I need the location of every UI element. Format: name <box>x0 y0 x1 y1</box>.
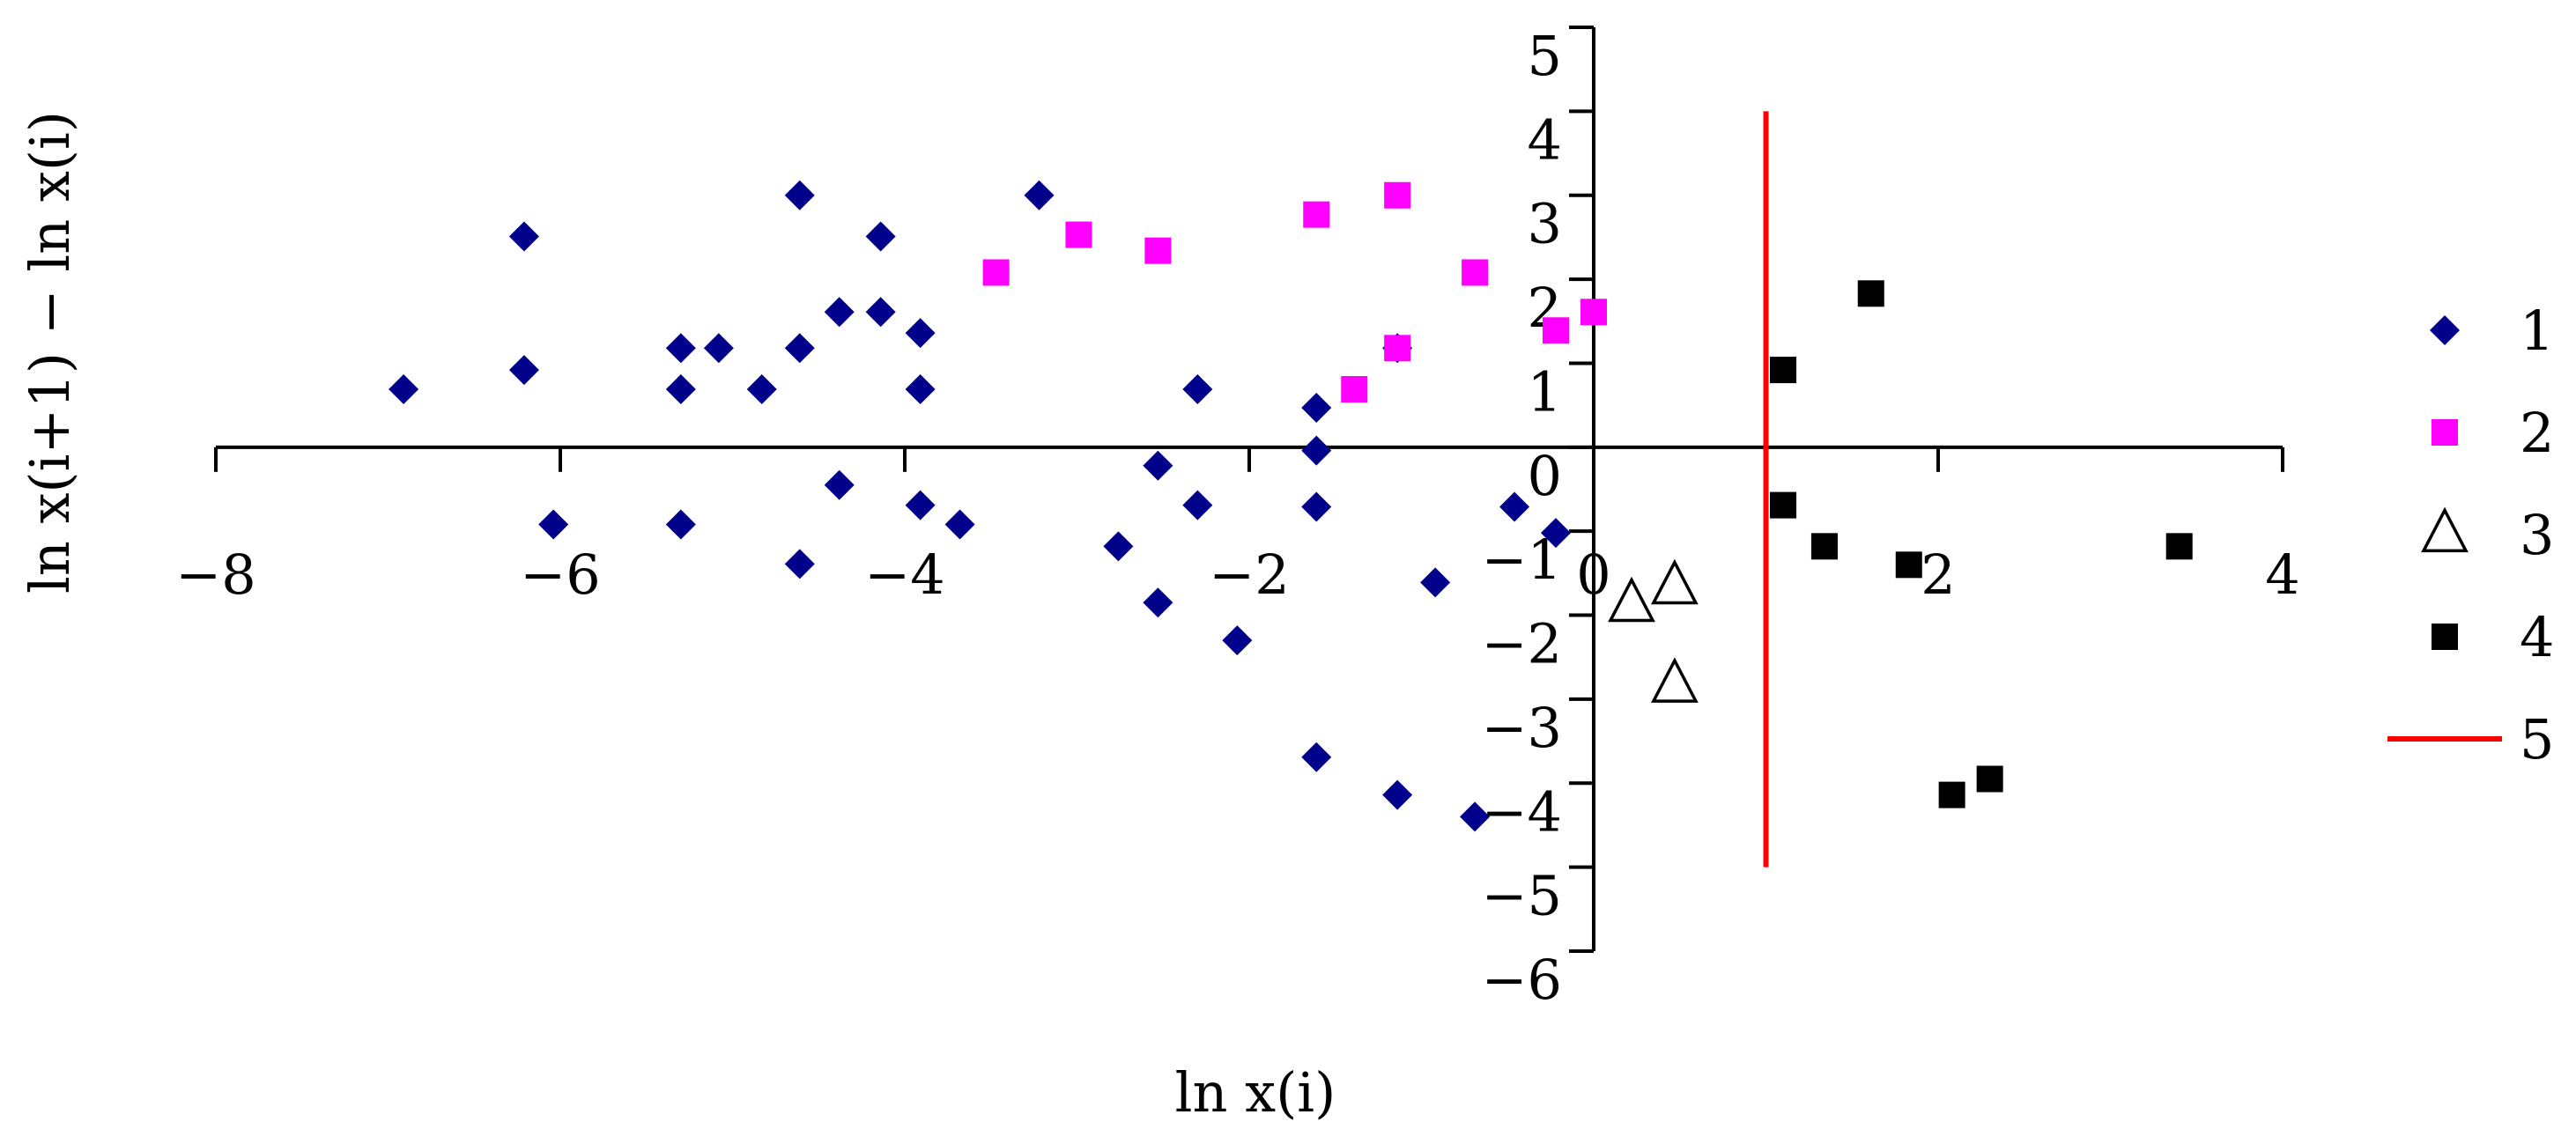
x-tick-label: −6 <box>520 542 600 607</box>
data-point <box>1301 392 1332 423</box>
legend-swatch <box>2432 419 2458 446</box>
y-tick-label: −6 <box>1482 948 1562 1012</box>
legend-label: 1 <box>2520 299 2554 363</box>
x-tick-label: 2 <box>1921 542 1955 607</box>
data-point <box>824 297 855 328</box>
data-point <box>1499 491 1530 522</box>
legend-swatch <box>2432 624 2458 650</box>
data-point <box>1384 181 1411 209</box>
data-point <box>665 374 696 405</box>
legend-item: 5 <box>2387 707 2554 771</box>
series-3 <box>1608 558 1699 703</box>
data-point <box>1143 450 1173 481</box>
data-point <box>1303 201 1330 228</box>
data-point <box>1065 221 1092 248</box>
legend-label: 3 <box>2520 503 2554 567</box>
data-point <box>784 333 815 364</box>
x-tick-label: −4 <box>864 542 944 607</box>
data-point <box>1182 374 1213 405</box>
data-point <box>746 374 777 405</box>
data-point <box>1024 180 1055 210</box>
data-point <box>1143 587 1173 618</box>
data-point <box>1301 435 1332 466</box>
data-point <box>2165 533 2193 560</box>
data-point <box>905 318 936 349</box>
plot-area <box>389 111 2193 867</box>
data-point <box>389 374 419 405</box>
y-tick-label: −5 <box>1482 864 1562 928</box>
data-point <box>703 333 734 364</box>
legend-item: 4 <box>2432 605 2554 669</box>
data-point <box>1770 491 1797 519</box>
y-tick-label: −4 <box>1482 779 1562 844</box>
x-axis-title: ln x(i) <box>1175 1060 1336 1125</box>
legend-swatch <box>2430 315 2460 345</box>
legend-label: 5 <box>2520 707 2554 771</box>
data-point <box>1301 491 1332 522</box>
data-point <box>1938 781 1965 808</box>
x-tick-label: 0 <box>1576 542 1610 607</box>
data-point <box>1650 558 1699 605</box>
data-point <box>1770 357 1797 384</box>
legend-item: 1 <box>2430 299 2554 363</box>
x-tick-label: −2 <box>1209 542 1289 607</box>
data-point <box>1144 237 1172 264</box>
y-tick-label: 4 <box>1528 107 1562 172</box>
data-point <box>1580 299 1607 326</box>
data-point <box>1182 490 1213 520</box>
data-point <box>905 374 936 405</box>
data-point <box>784 180 815 210</box>
data-point <box>1608 576 1655 623</box>
legend-item: 3 <box>2421 503 2554 567</box>
series-2 <box>982 181 1607 403</box>
data-point <box>538 509 569 540</box>
data-point <box>1301 742 1332 772</box>
data-point <box>1810 533 1838 560</box>
data-point <box>1420 567 1451 598</box>
data-point <box>508 355 539 386</box>
data-point <box>1222 625 1253 656</box>
data-point <box>865 297 896 328</box>
data-point <box>1341 376 1368 403</box>
legend: 1 2 3 4 5 <box>2387 299 2554 771</box>
data-point <box>665 333 696 364</box>
data-point <box>1540 518 1571 549</box>
y-axis-title: ln x(i+1) − ln x(i) <box>18 111 82 594</box>
data-point <box>824 469 855 500</box>
data-point <box>905 490 936 520</box>
data-point <box>665 509 696 540</box>
legend-item: 2 <box>2432 401 2554 465</box>
data-point <box>1462 259 1489 286</box>
y-tick-label: 5 <box>1528 24 1562 88</box>
y-tick-label: 1 <box>1528 359 1562 424</box>
legend-label: 2 <box>2520 401 2554 465</box>
data-point <box>1857 280 1884 307</box>
data-point <box>865 221 896 252</box>
y-tick-label: 0 <box>1528 444 1562 508</box>
y-tick-label: 3 <box>1528 192 1562 256</box>
data-point <box>508 221 539 252</box>
legend-label: 4 <box>2520 605 2554 669</box>
data-point <box>784 549 815 579</box>
series-1 <box>389 180 1571 832</box>
data-point <box>1103 531 1134 562</box>
x-tick-label: 4 <box>2265 542 2299 607</box>
data-point <box>1650 657 1699 703</box>
y-tick-label: −2 <box>1482 612 1562 676</box>
series-4 <box>1770 280 2193 808</box>
data-point <box>1976 765 2003 793</box>
data-point <box>944 509 975 540</box>
data-point <box>982 259 1010 286</box>
x-tick-label: −8 <box>175 542 255 607</box>
data-point <box>1542 317 1569 344</box>
data-point <box>1382 779 1413 810</box>
legend-swatch <box>2421 506 2469 553</box>
data-point <box>1895 551 1922 579</box>
data-point <box>1460 801 1491 832</box>
data-point <box>1384 335 1411 362</box>
y-tick-label: −3 <box>1482 696 1562 760</box>
